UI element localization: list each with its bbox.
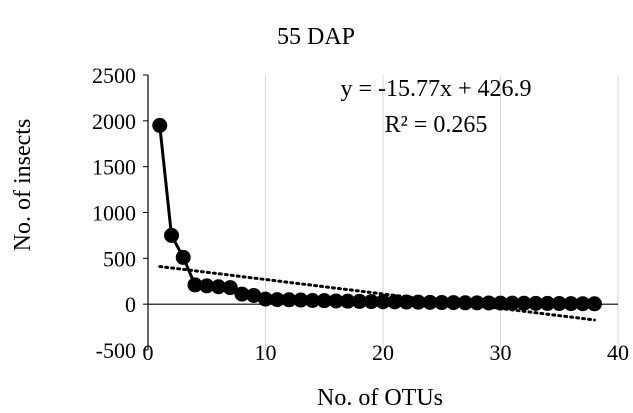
data-point — [516, 295, 532, 311]
data-point — [305, 293, 320, 308]
data-point — [175, 249, 191, 265]
y-tick-label: 2000 — [92, 109, 136, 134]
x-tick-label: 0 — [143, 340, 154, 365]
data-point — [587, 296, 602, 312]
series-line — [158, 125, 595, 306]
y-tick-label: 1500 — [92, 155, 136, 180]
data-point — [363, 294, 379, 310]
data-point — [422, 294, 438, 310]
data-point — [164, 227, 179, 243]
x-axis-label: No. of OTUs — [317, 385, 443, 411]
data-point — [551, 296, 567, 312]
data-point — [340, 293, 356, 309]
data-point — [152, 117, 168, 133]
trendline-layer — [158, 264, 596, 322]
data-point — [246, 287, 262, 303]
y-tick-label: 500 — [103, 246, 136, 271]
data-point — [281, 292, 297, 308]
y-tick-label: 2500 — [92, 63, 136, 88]
data-point — [540, 295, 555, 311]
data-point — [434, 295, 450, 311]
data-point — [199, 278, 215, 294]
data-point — [457, 295, 473, 311]
data-point — [375, 294, 391, 310]
x-tick-label: 20 — [372, 340, 394, 365]
data-point — [528, 295, 544, 311]
data-point — [328, 293, 344, 309]
data-point — [352, 293, 367, 309]
data-point — [258, 291, 273, 307]
trendline — [158, 264, 596, 322]
data-point — [481, 295, 497, 311]
data-point — [446, 295, 461, 311]
data-point — [575, 296, 591, 312]
x-tick-label: 40 — [607, 340, 629, 365]
data-point — [563, 296, 579, 312]
data-point — [222, 280, 238, 296]
tick-labels: -500 0 500 1000 1500 2000 2500 0 10 20 30 40 — [92, 63, 629, 365]
data-point — [316, 293, 332, 309]
data-point — [399, 294, 414, 310]
data-point — [469, 295, 485, 311]
x-tick-label: 10 — [255, 340, 277, 365]
data-point — [410, 294, 426, 310]
r-squared-label: R² = 0.265 — [385, 112, 488, 138]
data-point — [387, 294, 403, 310]
data-point — [293, 292, 309, 308]
y-axis-label: No. of insects — [10, 119, 36, 252]
data-point — [211, 279, 226, 295]
x-tick-label: 30 — [490, 340, 512, 365]
chart-title: 55 DAP — [277, 24, 355, 50]
data-point — [269, 292, 285, 308]
y-tick-label: 0 — [125, 292, 136, 317]
y-tick-label: -500 — [96, 338, 136, 363]
data-point — [234, 286, 250, 302]
data-point — [493, 295, 508, 311]
data-point — [187, 277, 203, 293]
data-point — [504, 295, 520, 311]
series-layer — [152, 117, 602, 312]
y-tick-label: 1000 — [92, 201, 136, 226]
trendline-equation: y = -15.77x + 426.9 — [340, 76, 531, 102]
